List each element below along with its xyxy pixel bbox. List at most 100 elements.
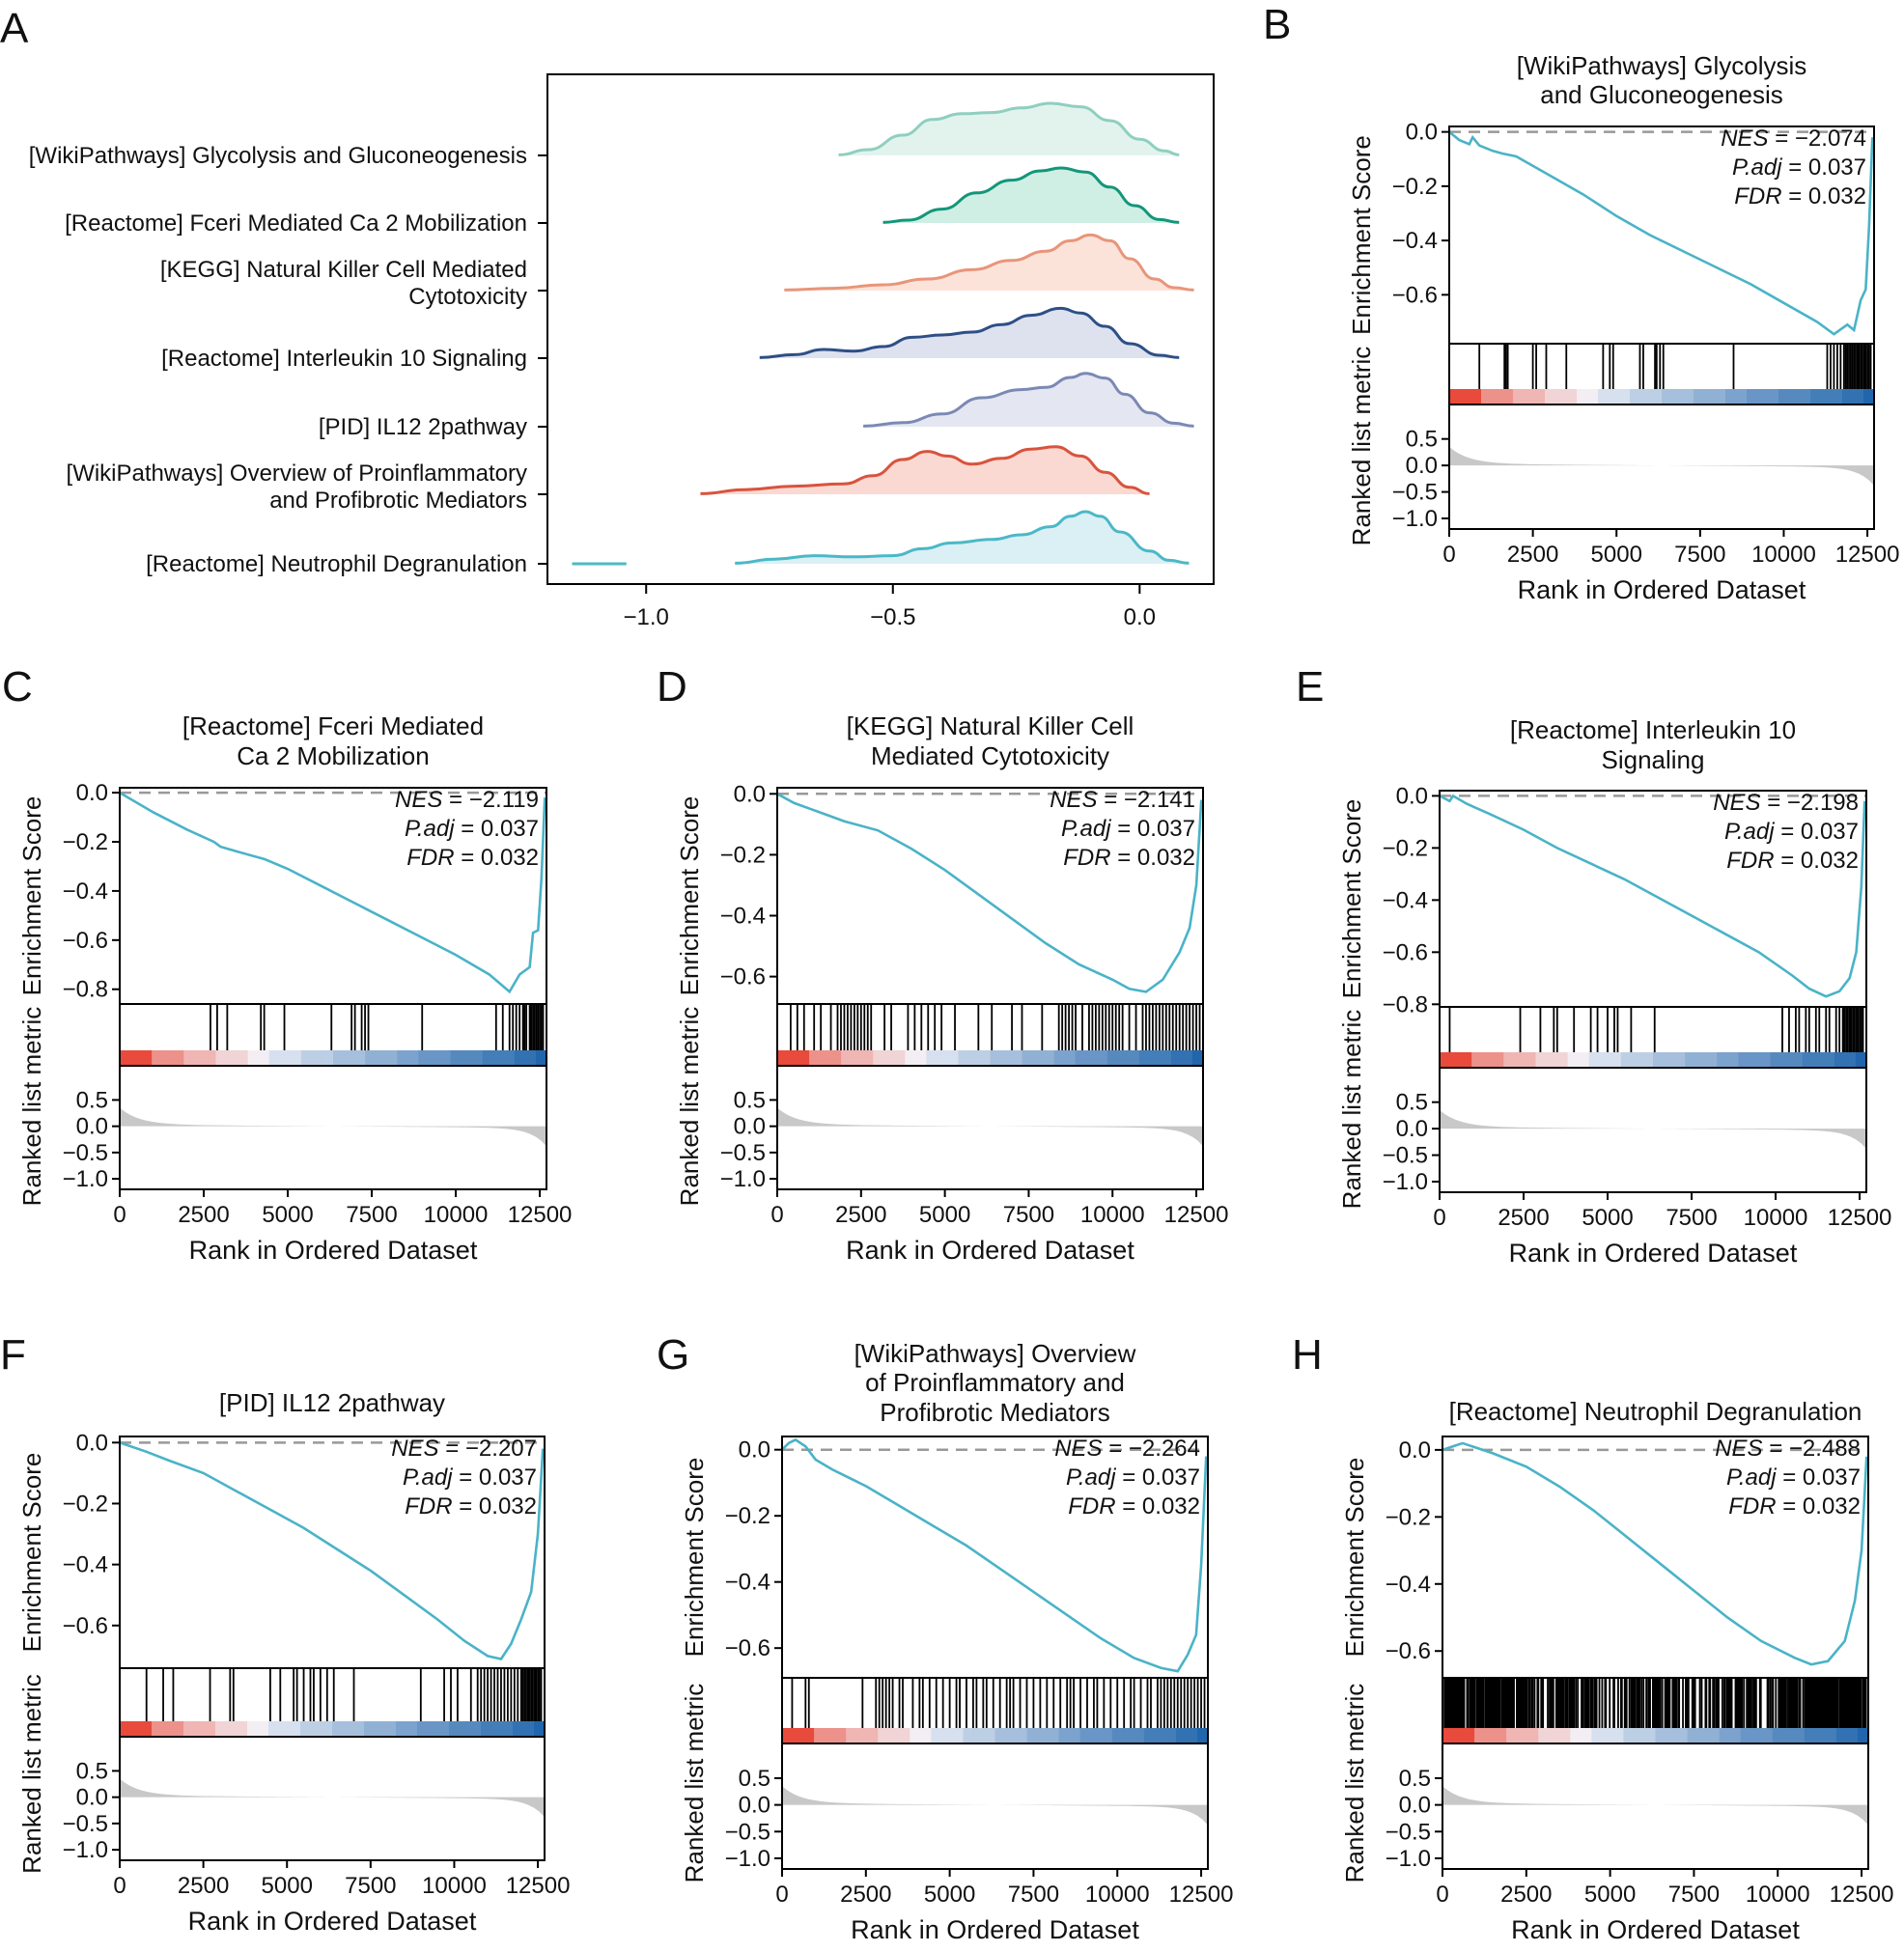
heat-band bbox=[1181, 1050, 1193, 1066]
heat-band bbox=[820, 1050, 831, 1066]
metric-ytick-label: 0.0 bbox=[1396, 1116, 1428, 1142]
heat-band bbox=[237, 1721, 248, 1737]
stat-fdr: FDR = 0.032 bbox=[1063, 845, 1195, 871]
panel-letter-g: G bbox=[657, 1331, 689, 1379]
heat-band bbox=[1610, 1052, 1622, 1068]
heat-band bbox=[311, 1050, 323, 1066]
rank-xtick-label: 12500 bbox=[1835, 542, 1900, 568]
rank-xtick-label: 10000 bbox=[422, 1873, 487, 1899]
metric-ytick-label: 0.5 bbox=[1399, 1766, 1431, 1792]
heat-band bbox=[1154, 1728, 1166, 1743]
metric-ytick-label: 0.0 bbox=[734, 1114, 766, 1140]
metric-ytick-label: 0.0 bbox=[739, 1793, 770, 1819]
es-subplot-e: 0.0 −0.2 −0.4 −0.6 −0.8 NES = −2.198 P.adj = 0… bbox=[1383, 783, 1867, 1018]
heat-band bbox=[1496, 1728, 1507, 1743]
heat-band bbox=[1759, 1052, 1772, 1068]
heat-band bbox=[343, 1721, 354, 1737]
es-ytick-label: −0.6 bbox=[1383, 939, 1428, 965]
panel-letter-h: H bbox=[1292, 1331, 1323, 1379]
heat-band bbox=[1546, 1052, 1558, 1068]
heat-band bbox=[1075, 1050, 1087, 1066]
heat-band bbox=[1687, 1728, 1699, 1743]
rank-xtick-label: 2500 bbox=[1500, 1882, 1552, 1908]
gsea-title-e-1: Signaling bbox=[1602, 745, 1705, 774]
heat-band bbox=[1587, 389, 1599, 404]
rank-xtick-label: 7500 bbox=[1674, 542, 1725, 568]
heat-band bbox=[1191, 1050, 1204, 1066]
heat-band bbox=[1685, 1052, 1696, 1068]
heat-band bbox=[173, 1050, 184, 1066]
heat-band bbox=[1461, 1052, 1472, 1068]
es-axis-label: Enrichment Score bbox=[17, 1453, 46, 1653]
heat-band bbox=[300, 1721, 312, 1737]
heat-band bbox=[1821, 389, 1833, 404]
gsea-title-c-1: Ca 2 Mobilization bbox=[237, 741, 429, 770]
heat-band bbox=[1823, 1052, 1835, 1068]
heat-band bbox=[1069, 1728, 1081, 1743]
heat-band bbox=[460, 1721, 471, 1737]
metric-ytick-label: 0.0 bbox=[1406, 453, 1438, 479]
heat-band bbox=[1474, 1728, 1486, 1743]
heat-band bbox=[1842, 389, 1854, 404]
rank-xtick-label: 10000 bbox=[1751, 542, 1816, 568]
gsea-title-f-0: [PID] IL12 2pathway bbox=[219, 1388, 445, 1417]
ridge-fill-2 bbox=[784, 235, 1194, 291]
heat-band bbox=[258, 1050, 270, 1066]
heat-band bbox=[428, 1721, 439, 1737]
rank-xtick-label: 7500 bbox=[1668, 1882, 1720, 1908]
rank-axis-label: Rank in Ordered Dataset bbox=[851, 1915, 1139, 1944]
heat-band bbox=[311, 1721, 322, 1737]
heat-band bbox=[1128, 1050, 1140, 1066]
rank-xtick-label: 12500 bbox=[1164, 1202, 1229, 1228]
heat-band bbox=[130, 1721, 142, 1737]
es-axis-label: Enrichment Score bbox=[680, 1458, 709, 1658]
es-curve bbox=[119, 1441, 545, 1660]
gsea-title-g-1: of Proinflammatory and bbox=[865, 1368, 1125, 1397]
heat-band bbox=[1846, 1728, 1859, 1743]
ridge-label-5-0: [WikiPathways] Overview of Proinflammato… bbox=[67, 460, 527, 487]
heat-band bbox=[1791, 1052, 1804, 1068]
ridge-xtick-label-1: −0.5 bbox=[870, 604, 915, 630]
heat-band bbox=[1460, 389, 1471, 404]
ranked-metric-area bbox=[120, 1107, 546, 1147]
ranked-frame bbox=[1442, 1743, 1869, 1870]
heat-band bbox=[1578, 1052, 1590, 1068]
heat-band bbox=[1717, 1052, 1728, 1068]
gsea-title-g-2: Profibrotic Mediators bbox=[880, 1398, 1109, 1427]
heat-band bbox=[1747, 389, 1758, 404]
heat-band bbox=[809, 1050, 821, 1066]
rank-xtick-label: 12500 bbox=[506, 1873, 571, 1899]
stat-fdr: FDR = 0.032 bbox=[405, 1493, 537, 1520]
heat-band bbox=[524, 1050, 537, 1066]
es-ytick-label: 0.0 bbox=[1406, 120, 1438, 146]
heat-band bbox=[1026, 1728, 1039, 1743]
heat-band bbox=[1761, 1728, 1774, 1743]
heat-band bbox=[1492, 389, 1503, 404]
rank-xtick-label: 7500 bbox=[1003, 1202, 1054, 1228]
heat-band bbox=[1503, 1052, 1515, 1068]
es-ytick-label: −0.4 bbox=[1383, 887, 1428, 913]
heat-band bbox=[973, 1728, 986, 1743]
rank-axis-label: Rank in Ordered Dataset bbox=[189, 1236, 478, 1265]
heat-band bbox=[365, 1050, 377, 1066]
rank-axis-label: Rank in Ordered Dataset bbox=[1511, 1915, 1800, 1944]
heat-band bbox=[841, 1050, 853, 1066]
heat-band bbox=[1725, 389, 1737, 404]
heat-band bbox=[1164, 1728, 1177, 1743]
heat-band bbox=[963, 1728, 975, 1743]
gsea-title-e-0: [Reactome] Interleukin 10 bbox=[1510, 715, 1796, 744]
heat-band bbox=[1674, 1052, 1686, 1068]
heat-band bbox=[1666, 1728, 1678, 1743]
heat-band bbox=[1470, 389, 1482, 404]
heat-band bbox=[354, 1050, 366, 1066]
stat-padj: P.adj = 0.037 bbox=[403, 1464, 537, 1491]
heat-band bbox=[215, 1050, 228, 1066]
heat-band bbox=[1566, 389, 1578, 404]
heat-band bbox=[1729, 1728, 1742, 1743]
es-curve bbox=[1442, 1441, 1868, 1666]
heat-band bbox=[450, 1050, 462, 1066]
heat-band bbox=[1133, 1728, 1145, 1743]
heat-band bbox=[937, 1050, 948, 1066]
heat-band bbox=[1695, 1052, 1707, 1068]
